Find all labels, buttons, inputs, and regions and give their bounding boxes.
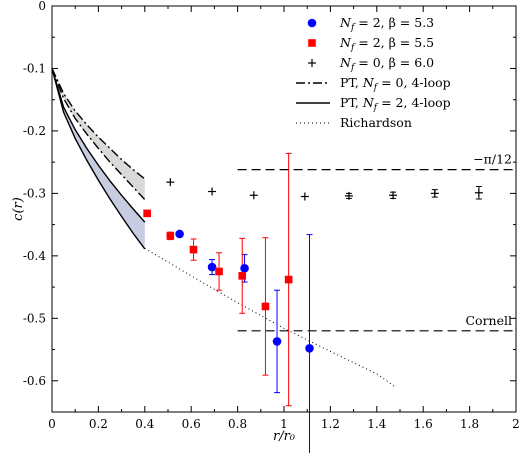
x-axis-label: r/r₀ [273,429,296,444]
x-tick-label: 1.8 [460,417,479,431]
y-tick-label: -0.5 [23,311,46,325]
data-point-square [238,272,247,280]
error-bars [167,152,482,453]
legend-label: Nf = 2, β = 5.3 [339,15,434,33]
x-tick-label: 0.2 [89,417,108,431]
richardson-curve [144,247,396,388]
data-point-circle [272,337,282,346]
y-tick-label: -0.4 [23,249,47,263]
x-tick-label: 0 [48,417,56,431]
data-point-square [189,245,198,254]
x-tick-label: 0.4 [135,417,154,431]
pt-curve-line [51,68,146,180]
data-point-circle [207,262,217,272]
data-point-square [284,275,293,284]
pt-band-fill [52,68,145,249]
legend: Nf = 2, β = 5.3 Nf = 2, β = 5.5 Nf = 0, β … [296,15,451,130]
x-tick-label: 0.8 [228,417,247,431]
x-tick-label: 1.6 [414,417,433,431]
reference-lines: −π/12 Cornell [237,152,516,332]
x-tick-label: 1 [280,417,288,431]
legend-label: Richardson [340,115,412,130]
data-point-circle [240,264,249,273]
y-tick-label: -0.2 [23,124,46,138]
legend-label: Nf = 0, β = 6.0 [339,55,434,73]
legend-label: Nf = 2, β = 5.5 [339,35,434,53]
data-point-circle [175,229,184,239]
reference-line-label: −π/12 [473,152,512,167]
y-tick-label: -0.3 [23,186,46,200]
markers [143,178,483,353]
x-tick-label: 2 [512,417,520,431]
y-axis-label: c(r) [11,197,26,221]
reference-line-label: Cornell [465,313,512,328]
data-point-square [215,267,223,276]
axis-ticks: 0 0.2 0.4 0.6 0.8 1 1.2 1.4 1.6 1.8 2 0 -0.1 -0.2 -0.3… [23,0,520,431]
x-tick-label: 0.6 [182,417,201,431]
pt-curve-line [51,68,146,201]
x-tick-label: 1.2 [321,417,340,431]
pt-bands [52,68,145,249]
legend-label: PT, Nf = 0, 4-loop [340,75,451,93]
curves [51,68,396,388]
data-point-square [166,232,175,240]
y-tick-label: -0.1 [23,61,46,75]
x-tick-label: 1.4 [367,417,386,431]
legend-label: PT, Nf = 2, 4-loop [340,95,451,113]
pt-curve-line [51,68,146,223]
y-tick-label: -0.6 [23,374,46,388]
legend-marker-circle [307,18,317,28]
data-point-circle [305,343,314,353]
legend-marker-square [308,39,316,47]
pt-curve-line [51,68,146,250]
pt-band-fill [52,68,145,200]
data-point-square [143,209,151,218]
data-point-square [261,302,270,311]
y-tick-label: 0 [38,0,46,13]
